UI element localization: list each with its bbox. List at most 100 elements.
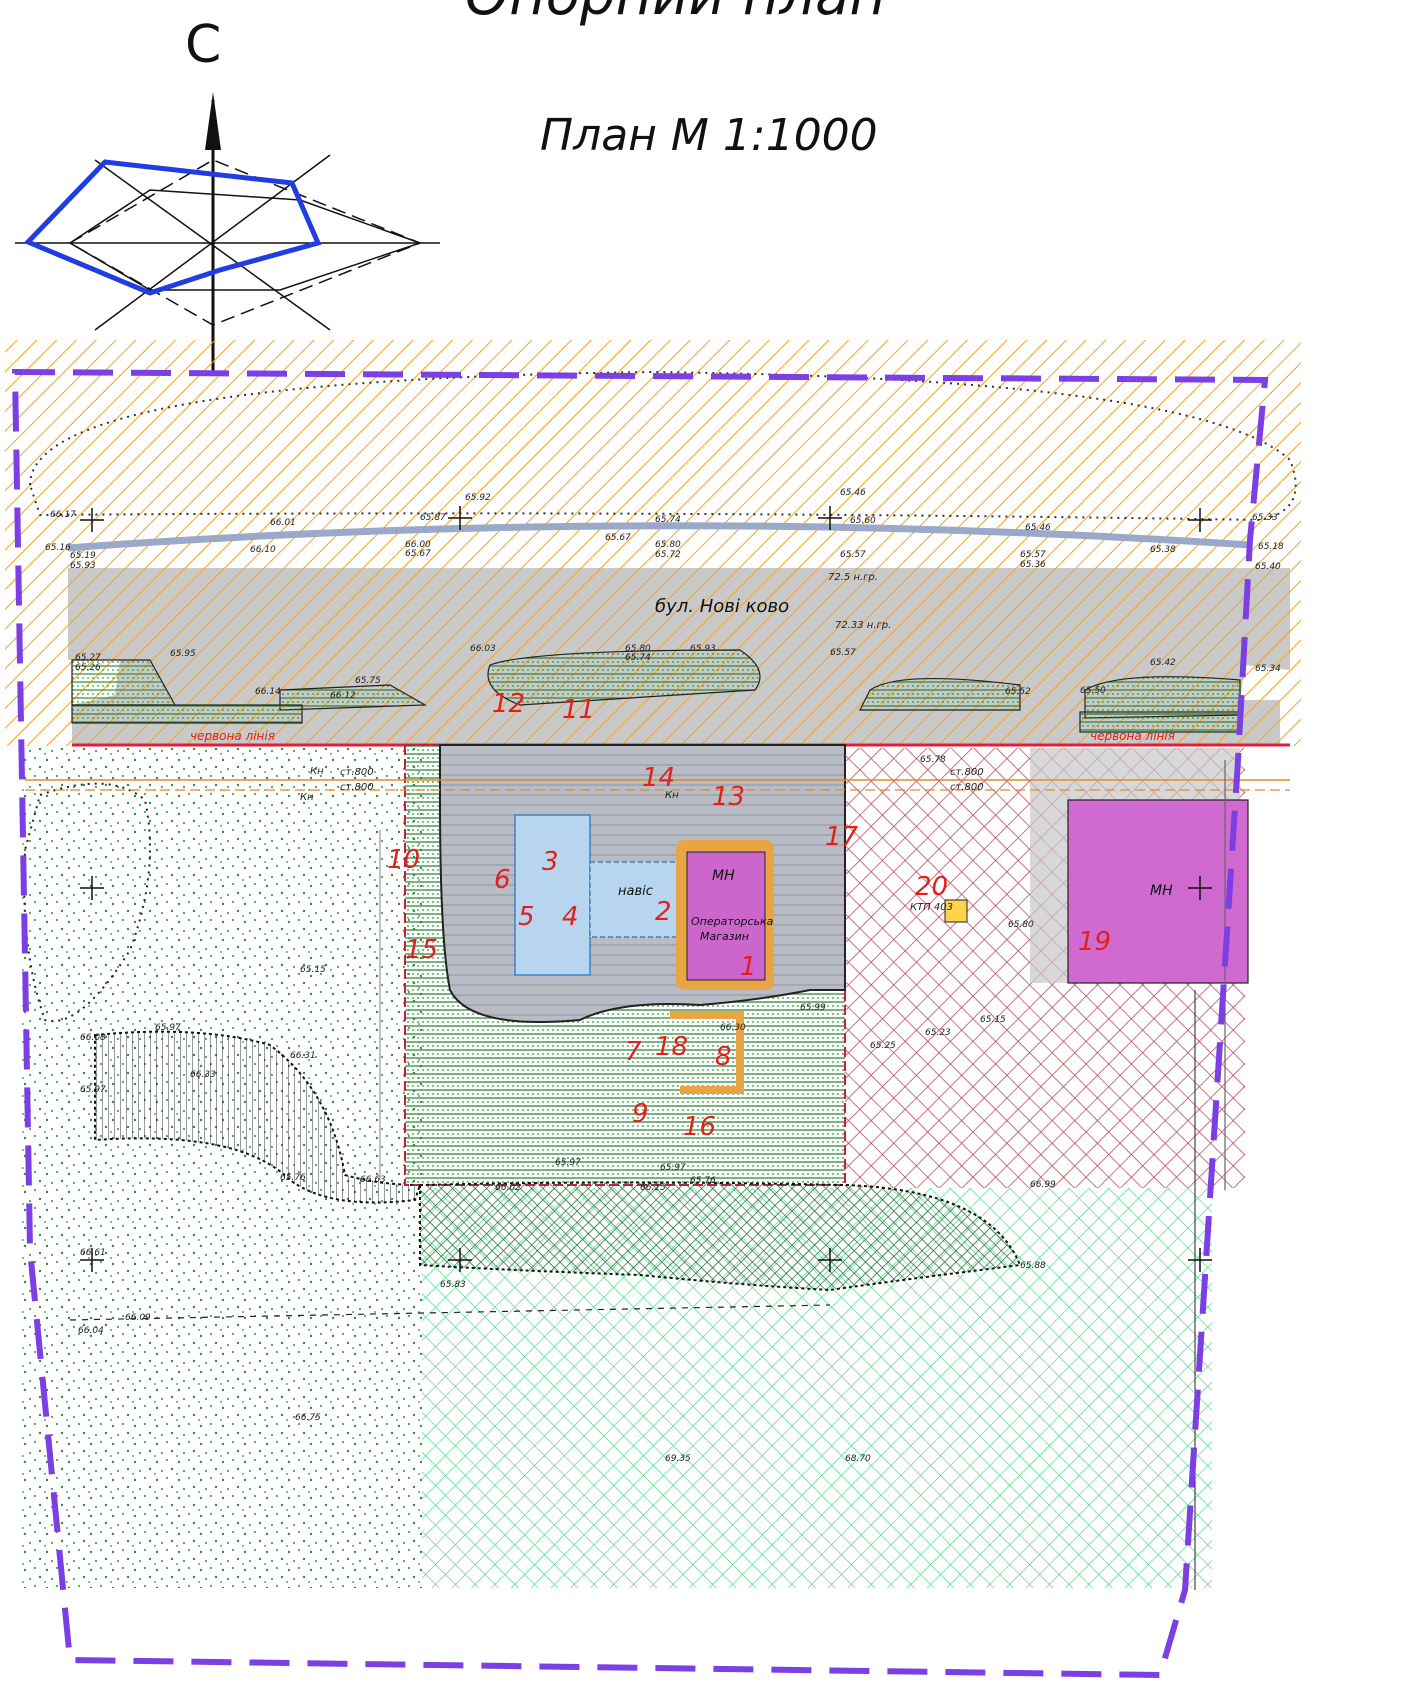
building-label-line1: Операторська bbox=[691, 915, 774, 928]
scale-title: План М 1:1000 bbox=[540, 110, 878, 161]
elevation-label: 65.46 bbox=[840, 488, 866, 498]
utility-lines: Кн Кн Кн ст.800 ст.800 ст.800 ст.800 72.… bbox=[25, 572, 1290, 1590]
pipe-label-3: ст.800 bbox=[950, 767, 984, 778]
elevation-label: 65.97 bbox=[80, 1085, 106, 1095]
red-line-label-right: червона лінія bbox=[1090, 729, 1175, 743]
elevation-label: 66.75 bbox=[295, 1413, 321, 1423]
cable-label-1: Кн bbox=[310, 766, 324, 777]
lawn-strips bbox=[71, 649, 1241, 733]
object-number-18: 18 bbox=[655, 1032, 688, 1062]
elevation-label: 66.12 bbox=[330, 691, 356, 701]
elevation-label: 65.15 bbox=[300, 965, 326, 975]
elevation-label: 65.78 bbox=[920, 755, 946, 765]
elevation-label: 66.31 bbox=[290, 1051, 316, 1061]
elevation-label: 65.88 bbox=[1020, 1261, 1046, 1271]
elevation-label: 69.35 bbox=[665, 1454, 691, 1464]
elevation-label: 65.34 bbox=[1255, 664, 1281, 674]
pipe-label-1: ст.800 bbox=[340, 767, 374, 778]
survey-crosses bbox=[80, 506, 1212, 1272]
object-number-19: 19 bbox=[1078, 927, 1111, 957]
elevation-label: 65.80 bbox=[655, 540, 681, 550]
object-number-13: 13 bbox=[712, 782, 745, 812]
elevation-label: 65.36 bbox=[1020, 560, 1046, 570]
elevation-label: 66.00 bbox=[405, 540, 431, 550]
ktp-station[interactable] bbox=[944, 899, 968, 923]
canopy-label: навіс bbox=[618, 884, 653, 899]
operator-building[interactable] bbox=[686, 851, 766, 981]
elevation-label: 65.93 bbox=[690, 644, 716, 654]
object-number-4: 4 bbox=[562, 902, 579, 932]
survey-cross-icon bbox=[80, 876, 104, 900]
elevation-label: 66.04 bbox=[78, 1326, 104, 1336]
elevation-label: 66.01 bbox=[270, 518, 296, 528]
survey-cross-icon bbox=[80, 1248, 104, 1272]
survey-cross-icon bbox=[1188, 876, 1212, 900]
elevation-label: 66.10 bbox=[250, 545, 276, 555]
object-number-1: 1 bbox=[740, 952, 757, 982]
survey-cross-icon bbox=[818, 1248, 842, 1272]
elevation-label: 66.09 bbox=[125, 1313, 151, 1323]
elevation-label: 65.42 bbox=[1150, 658, 1176, 668]
map-title: Опорний план bbox=[465, 0, 886, 28]
site-boundary bbox=[11, 368, 1269, 1679]
object-number-20: 20 bbox=[915, 872, 948, 902]
survey-cross-icon bbox=[80, 508, 104, 532]
elevation-label: 65.25 bbox=[870, 1041, 896, 1051]
elevation-label: 65.46 bbox=[1025, 523, 1051, 533]
elevation-label: 65.74 bbox=[625, 653, 651, 663]
elevation-label: 65.15 bbox=[980, 1015, 1006, 1025]
elevation-label: 65.67 bbox=[405, 549, 431, 559]
red-line-label-left: червона лінія bbox=[190, 729, 275, 743]
slope-bottom bbox=[419, 1181, 1022, 1292]
elevation-label: 65.52 bbox=[1005, 687, 1031, 697]
elevation-label: 66.08 bbox=[80, 1033, 106, 1043]
elevation-label: 65.23 bbox=[925, 1028, 951, 1038]
elevation-label: 65.97 bbox=[155, 1023, 181, 1033]
pipe-label-2: ст.800 bbox=[340, 782, 374, 793]
elevation-label: 65.57 bbox=[1020, 550, 1046, 560]
elevation-label: 65.57 bbox=[840, 550, 866, 560]
elevation-label: 66.03 bbox=[470, 644, 496, 654]
elevation-marks: 66.17 66.01 65.87 65.92 65.74 65.46 65.60 65.46… bbox=[45, 488, 1284, 1464]
elevation-label: 65.97 bbox=[660, 1163, 686, 1173]
cable-label-3: Кн bbox=[665, 790, 679, 801]
object-number-10: 10 bbox=[387, 845, 420, 875]
survey-cross-icon bbox=[1188, 1248, 1212, 1272]
slope-left bbox=[94, 1030, 422, 1204]
object-number-6: 6 bbox=[494, 865, 511, 895]
elevation-label: 65.92 bbox=[465, 493, 491, 503]
object-number-11: 11 bbox=[562, 695, 595, 725]
north-arrow-icon: С bbox=[185, 15, 221, 372]
object-number-8: 8 bbox=[715, 1042, 732, 1072]
elevation-label: 65.19 bbox=[70, 551, 96, 561]
canopy-2 bbox=[589, 861, 681, 938]
survey-cross-icon bbox=[448, 1248, 472, 1272]
elevation-label: 65.99 bbox=[800, 1003, 826, 1013]
ktp-label: КТП 403 bbox=[910, 902, 953, 913]
elevation-label: 66.14 bbox=[255, 687, 281, 697]
street-name: бул. Нові ково bbox=[655, 596, 789, 617]
pipe-label-4: ст.800 bbox=[950, 782, 984, 793]
elevation-label: 65.72 bbox=[655, 550, 681, 560]
object-number-9: 9 bbox=[632, 1099, 649, 1129]
elevation-label: 65.38 bbox=[1150, 545, 1176, 555]
road-edge bbox=[67, 522, 1251, 552]
survey-cross-icon bbox=[448, 506, 472, 530]
object-number-15: 15 bbox=[405, 935, 438, 965]
elevation-label: 65.67 bbox=[605, 533, 631, 543]
elevation-label: 66.99 bbox=[1030, 1180, 1056, 1190]
elevation-label: 65.60 bbox=[850, 516, 876, 526]
survey-cross-icon bbox=[818, 506, 842, 530]
elevation-label: 65.83 bbox=[440, 1280, 466, 1290]
orange-walkway bbox=[670, 1011, 744, 1094]
elevation-label: 65.16 bbox=[45, 543, 71, 553]
elevation-label: 65.80 bbox=[625, 644, 651, 654]
mn-building-right[interactable] bbox=[1067, 799, 1249, 984]
left-dotted-outline bbox=[23, 782, 151, 1023]
elevation-label: 68.70 bbox=[845, 1454, 871, 1464]
building-label-line2: Магазин bbox=[700, 930, 749, 943]
elevation-label: 65.33 bbox=[1252, 513, 1278, 523]
elevation-label: 66.15 bbox=[640, 1183, 666, 1193]
elevation-label: 65.76 bbox=[280, 1173, 306, 1183]
